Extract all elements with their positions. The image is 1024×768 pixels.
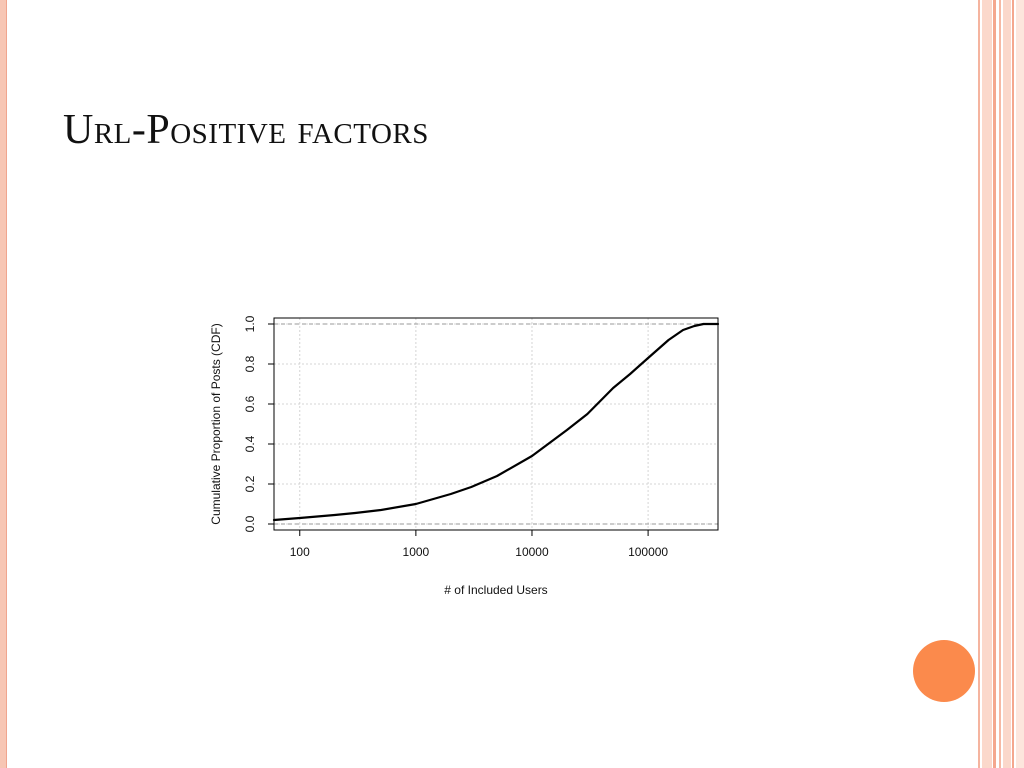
series-line [272,322,720,522]
x-axis-label: # of Included Users [444,583,547,597]
band-line [1016,0,1024,768]
y-tick-label: 0.2 [243,475,257,492]
x-tick-label: 100000 [628,545,668,559]
orange-circle-decoration [913,640,975,702]
band-line [993,0,996,768]
y-axis-label: Cumulative Proportion of Posts (CDF) [209,323,223,524]
y-tick-label: 0.6 [243,395,257,412]
y-tick-label: 1.0 [243,315,257,332]
band-line [978,0,980,768]
y-tick-label: 0.8 [243,355,257,372]
x-tick-label: 100 [290,545,310,559]
cdf-chart: 100 1000 10000 100000 0.0 0.2 0.4 0.6 0.8 1.0 # … [200,296,740,616]
y-tick-label: 0.4 [243,435,257,452]
grid-lines [274,318,718,530]
band-line [999,0,1001,768]
x-tick-label: 1000 [403,545,430,559]
x-tick-label: 10000 [515,545,549,559]
band-line [1003,0,1011,768]
band-line [1012,0,1014,768]
x-axis-ticks: 100 1000 10000 100000 [290,530,668,559]
left-accent-stripe [0,0,7,768]
band-line [982,0,992,768]
right-decorative-band [978,0,1024,768]
plot-frame [273,317,719,531]
reference-lines [274,323,718,525]
cdf-chart-svg: 100 1000 10000 100000 0.0 0.2 0.4 0.6 0.8 1.0 # … [209,315,720,597]
slide-title: Url-Positive factors [63,107,429,153]
y-tick-label: 0.0 [243,515,257,532]
y-axis-ticks: 0.0 0.2 0.4 0.6 0.8 1.0 [243,315,274,532]
